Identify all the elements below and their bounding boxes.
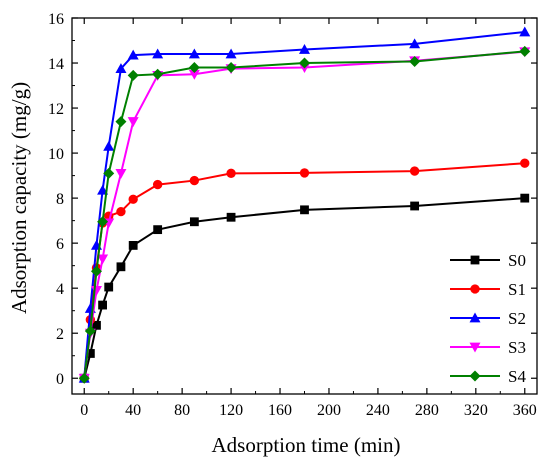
data-point-s0 bbox=[85, 349, 95, 358]
data-point-s0 bbox=[410, 201, 420, 211]
data-point-s1 bbox=[226, 168, 236, 179]
series-line-s1 bbox=[83, 162, 525, 379]
x-tick-label: 280 bbox=[415, 402, 439, 419]
data-point-s2 bbox=[225, 48, 237, 59]
y-tick-label: 2 bbox=[56, 326, 64, 343]
y-tick-label: 4 bbox=[56, 281, 64, 298]
x-tick-label: 200 bbox=[317, 402, 341, 419]
data-point-s0 bbox=[104, 282, 114, 292]
legend-marker-s2 bbox=[469, 312, 481, 323]
legend-label-s4: S4 bbox=[508, 367, 526, 386]
y-tick-label: 14 bbox=[48, 56, 64, 73]
data-point-s0 bbox=[226, 212, 236, 222]
data-point-s0 bbox=[128, 241, 138, 250]
data-point-s2 bbox=[103, 140, 115, 151]
y-tick-label: 12 bbox=[48, 101, 64, 118]
series-line-s2 bbox=[83, 30, 525, 379]
data-point-s1 bbox=[520, 158, 530, 168]
data-point-s4 bbox=[97, 216, 109, 228]
data-point-s2 bbox=[152, 48, 164, 59]
x-tick-label: 40 bbox=[125, 402, 141, 419]
legend-label-s2: S2 bbox=[508, 309, 526, 328]
data-point-s2 bbox=[115, 63, 127, 74]
data-point-s2 bbox=[409, 38, 421, 49]
legend-label-s3: S3 bbox=[508, 338, 526, 357]
data-point-s1 bbox=[409, 166, 420, 176]
legend-label-s1: S1 bbox=[508, 280, 526, 299]
data-point-s1 bbox=[152, 179, 163, 190]
data-point-s4 bbox=[103, 167, 115, 179]
data-point-s0 bbox=[98, 300, 107, 310]
x-axis-label: Adsorption time (min) bbox=[212, 433, 401, 457]
data-point-s1 bbox=[116, 206, 126, 217]
x-tick-label: 0 bbox=[80, 402, 88, 419]
data-point-s2 bbox=[299, 44, 310, 54]
legend: S0 S1 S2 S3 S4 bbox=[450, 251, 526, 386]
data-point-s4 bbox=[127, 69, 139, 81]
data-point-s3 bbox=[97, 254, 109, 265]
series-line-s4 bbox=[83, 50, 525, 379]
data-point-s2 bbox=[188, 48, 200, 59]
data-point-s0 bbox=[520, 193, 530, 203]
legend-marker-s1 bbox=[470, 284, 480, 294]
data-point-s4 bbox=[299, 57, 310, 69]
legend-marker-s0 bbox=[470, 255, 480, 265]
data-point-s4 bbox=[78, 372, 90, 384]
data-point-s2 bbox=[519, 26, 531, 37]
x-tick-label: 320 bbox=[464, 402, 488, 419]
data-point-s1 bbox=[299, 168, 310, 178]
x-tick-label: 120 bbox=[219, 402, 243, 419]
legend-label-s0: S0 bbox=[508, 251, 526, 270]
y-tick-label: 0 bbox=[56, 371, 64, 388]
legend-marker-s3 bbox=[469, 342, 481, 353]
plot-area bbox=[78, 26, 531, 384]
data-point-s4 bbox=[409, 55, 421, 67]
data-point-s4 bbox=[519, 45, 531, 57]
data-point-s4 bbox=[225, 62, 237, 74]
y-axis-label: Adsorption capacity (mg/g) bbox=[7, 82, 31, 314]
data-point-s0 bbox=[116, 262, 126, 272]
x-tick-label: 240 bbox=[366, 402, 390, 419]
data-point-s2 bbox=[127, 49, 139, 60]
y-tick-label: 8 bbox=[56, 191, 64, 208]
data-point-s4 bbox=[188, 62, 200, 74]
data-point-s4 bbox=[115, 116, 127, 128]
data-point-s0 bbox=[300, 205, 309, 215]
data-point-s3 bbox=[127, 117, 139, 128]
data-point-s3 bbox=[188, 69, 200, 80]
data-point-s4 bbox=[90, 265, 102, 277]
data-point-s4 bbox=[152, 68, 164, 80]
data-point-s3 bbox=[115, 168, 127, 179]
y-tick-label: 10 bbox=[48, 146, 64, 163]
data-point-s0 bbox=[153, 225, 163, 235]
legend-marker-s4 bbox=[469, 370, 481, 382]
y-tick-label: 16 bbox=[48, 11, 64, 28]
axes: 0 40 80 120 160 200 240 280 320 360 0 2 4 6 8 10 12 14 16 bbox=[48, 11, 538, 419]
series-line-s3 bbox=[83, 50, 525, 379]
data-point-s1 bbox=[128, 194, 138, 204]
data-point-s4 bbox=[84, 325, 96, 337]
data-point-s0 bbox=[92, 320, 101, 330]
data-point-s0 bbox=[189, 217, 199, 227]
x-tick-label: 360 bbox=[513, 402, 537, 419]
y-tick-label: 6 bbox=[56, 236, 64, 253]
data-point-s1 bbox=[189, 175, 200, 186]
x-tick-label: 80 bbox=[174, 402, 190, 419]
x-tick-label: 160 bbox=[268, 402, 292, 419]
